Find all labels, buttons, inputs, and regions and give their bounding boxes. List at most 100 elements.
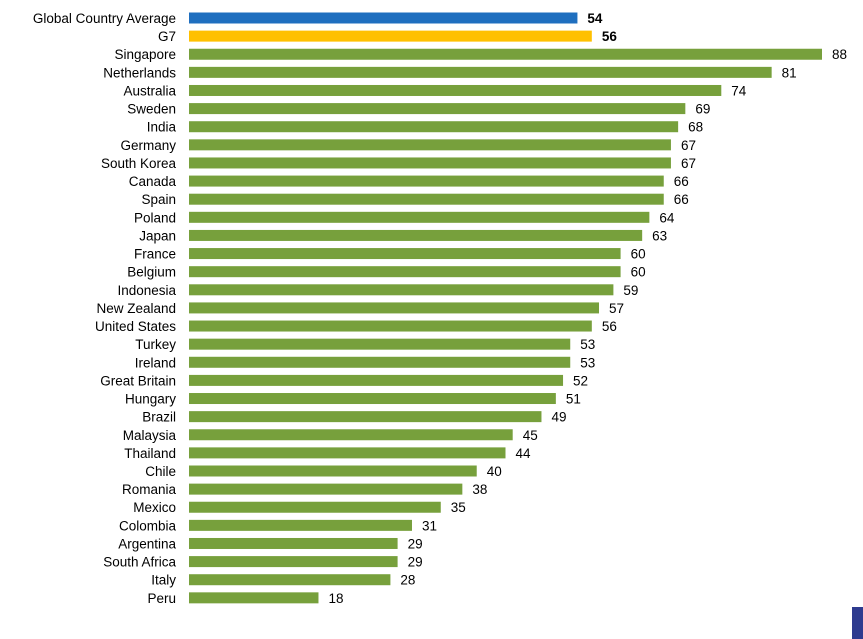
bar-chile — [189, 465, 477, 477]
value-label-south-korea: 67 — [681, 156, 696, 171]
value-label-italy: 28 — [400, 573, 415, 588]
bar-malaysia — [189, 429, 513, 441]
category-label-thailand: Thailand — [124, 446, 176, 461]
bar-belgium — [189, 266, 621, 278]
category-label-belgium: Belgium — [127, 265, 176, 280]
category-label-brazil: Brazil — [142, 410, 176, 425]
category-label-turkey: Turkey — [135, 337, 176, 352]
category-label-malaysia: Malaysia — [123, 428, 177, 443]
category-label-australia: Australia — [123, 83, 176, 98]
bar-south-africa — [189, 556, 398, 568]
category-label-new-zealand: New Zealand — [96, 301, 176, 316]
category-label-united-states: United States — [95, 319, 176, 334]
bar-argentina — [189, 537, 398, 549]
value-label-thailand: 44 — [516, 446, 532, 461]
bar-global-country-average — [189, 12, 578, 24]
bar-united-states — [189, 320, 592, 332]
bar-australia — [189, 84, 722, 96]
category-label-great-britain: Great Britain — [100, 373, 176, 388]
value-label-g7: 56 — [602, 29, 618, 44]
category-label-argentina: Argentina — [118, 536, 176, 551]
category-label-peru: Peru — [147, 591, 176, 606]
bar-ireland — [189, 356, 571, 368]
category-label-chile: Chile — [145, 464, 176, 479]
bar-romania — [189, 483, 463, 495]
bar-mexico — [189, 501, 441, 513]
category-label-south-korea: South Korea — [101, 156, 177, 171]
value-label-hungary: 51 — [566, 392, 581, 407]
bar-brazil — [189, 411, 542, 423]
value-label-germany: 67 — [681, 138, 696, 153]
bar-great-britain — [189, 374, 564, 386]
category-label-canada: Canada — [129, 174, 177, 189]
value-label-canada: 66 — [674, 174, 689, 189]
category-label-colombia: Colombia — [119, 518, 177, 533]
value-label-poland: 64 — [659, 210, 675, 225]
value-label-south-africa: 29 — [408, 555, 423, 570]
value-label-peru: 18 — [328, 591, 343, 606]
category-label-mexico: Mexico — [133, 500, 176, 515]
bar-colombia — [189, 519, 412, 531]
bar-netherlands — [189, 66, 772, 78]
value-label-australia: 74 — [731, 83, 747, 98]
bar-japan — [189, 229, 643, 241]
category-label-sweden: Sweden — [127, 102, 176, 117]
value-label-turkey: 53 — [580, 337, 595, 352]
category-label-ireland: Ireland — [135, 355, 176, 370]
category-label-japan: Japan — [139, 228, 176, 243]
value-label-indonesia: 59 — [623, 283, 638, 298]
value-label-sweden: 69 — [695, 102, 710, 117]
value-label-colombia: 31 — [422, 518, 437, 533]
value-label-japan: 63 — [652, 228, 667, 243]
category-label-g7: G7 — [158, 29, 176, 44]
bar-south-korea — [189, 157, 671, 169]
corner-mark — [852, 607, 863, 639]
category-label-hungary: Hungary — [125, 392, 176, 407]
value-label-global-country-average: 54 — [587, 11, 603, 26]
value-label-netherlands: 81 — [782, 65, 797, 80]
category-label-south-africa: South Africa — [103, 555, 176, 570]
bar-hungary — [189, 393, 556, 405]
value-label-france: 60 — [631, 247, 646, 262]
value-label-new-zealand: 57 — [609, 301, 624, 316]
category-label-romania: Romania — [122, 482, 177, 497]
bar-poland — [189, 211, 650, 223]
value-label-argentina: 29 — [408, 536, 423, 551]
bar-thailand — [189, 447, 506, 459]
bar-peru — [189, 592, 319, 604]
value-label-mexico: 35 — [451, 500, 466, 515]
bar-india — [189, 121, 679, 133]
bar-turkey — [189, 338, 571, 350]
bar-canada — [189, 175, 664, 187]
bar-germany — [189, 139, 671, 151]
value-label-belgium: 60 — [631, 265, 646, 280]
value-label-brazil: 49 — [551, 410, 566, 425]
value-label-united-states: 56 — [602, 319, 617, 334]
category-label-germany: Germany — [120, 138, 176, 153]
bar-g7 — [189, 30, 592, 42]
value-label-romania: 38 — [472, 482, 487, 497]
value-label-singapore: 88 — [832, 47, 847, 62]
category-label-italy: Italy — [151, 573, 176, 588]
value-label-spain: 66 — [674, 192, 689, 207]
bar-sweden — [189, 103, 686, 115]
bar-singapore — [189, 48, 822, 60]
value-label-great-britain: 52 — [573, 373, 588, 388]
bar-france — [189, 248, 621, 260]
value-label-india: 68 — [688, 120, 703, 135]
value-label-ireland: 53 — [580, 355, 595, 370]
category-label-global-country-average: Global Country Average — [33, 11, 176, 26]
bar-new-zealand — [189, 302, 600, 314]
bar-indonesia — [189, 284, 614, 296]
category-label-spain: Spain — [141, 192, 176, 207]
category-label-netherlands: Netherlands — [103, 65, 176, 80]
bar-italy — [189, 574, 391, 586]
category-label-france: France — [134, 247, 176, 262]
category-label-poland: Poland — [134, 210, 176, 225]
bar-spain — [189, 193, 664, 205]
value-label-malaysia: 45 — [523, 428, 538, 443]
value-label-chile: 40 — [487, 464, 502, 479]
category-label-india: India — [147, 120, 177, 135]
category-label-indonesia: Indonesia — [117, 283, 176, 298]
